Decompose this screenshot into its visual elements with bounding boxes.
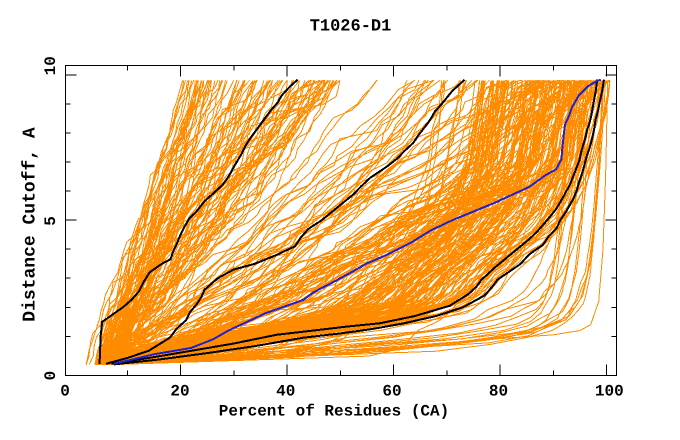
svg-text:10: 10 [42, 56, 60, 75]
svg-text:60: 60 [382, 383, 401, 401]
svg-text:Distance Cutoff, A: Distance Cutoff, A [21, 127, 41, 322]
svg-text:80: 80 [489, 383, 508, 401]
svg-text:5: 5 [42, 216, 60, 226]
svg-text:T1026-D1: T1026-D1 [310, 18, 392, 37]
svg-text:100: 100 [595, 383, 624, 401]
svg-text:0: 0 [60, 383, 70, 401]
svg-text:0: 0 [42, 371, 60, 381]
svg-text:20: 20 [170, 383, 189, 401]
svg-text:Percent of Residues (CA): Percent of Residues (CA) [219, 403, 449, 421]
svg-text:40: 40 [276, 383, 295, 401]
